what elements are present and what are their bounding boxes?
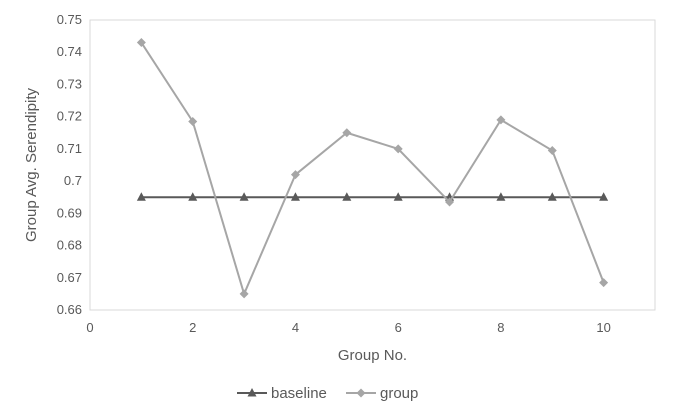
point-group [342, 128, 352, 138]
x-tick-label: 4 [292, 320, 299, 335]
point-baseline [239, 192, 249, 201]
y-tick-label: 0.73 [57, 76, 82, 91]
point-group [136, 38, 146, 48]
point-group [547, 146, 557, 155]
y-tick-label: 0.71 [57, 141, 82, 156]
y-axis-title: Group Avg. Serendipity [23, 88, 40, 242]
series-group [136, 38, 609, 299]
point-group [290, 170, 300, 180]
point-baseline [136, 192, 146, 201]
point-group [496, 115, 506, 125]
legend-marker [247, 388, 257, 397]
point-baseline [496, 192, 506, 201]
point-group [445, 197, 455, 207]
y-tick-label: 0.7 [64, 173, 82, 188]
y-tick-label: 0.68 [57, 238, 82, 253]
x-axis-title: Group No. [338, 347, 407, 364]
legend-marker [356, 388, 366, 398]
point-baseline [290, 192, 300, 201]
legend-label: baseline [271, 385, 327, 402]
x-tick-label: 8 [497, 320, 504, 335]
x-tick-label: 6 [395, 320, 402, 335]
plot-area-border [89, 19, 656, 311]
legend-item-group: group [346, 385, 418, 402]
point-baseline [188, 192, 198, 201]
legend-label: group [380, 385, 418, 402]
y-tick-label: 0.74 [57, 44, 82, 59]
axes-layer: 0.66 0.67 0.68 0.69 0.7 0.71 0.72 0.73 0.74 0.75 0… [57, 12, 656, 335]
point-baseline [393, 192, 403, 201]
point-baseline [599, 192, 609, 201]
point-baseline [342, 192, 352, 201]
y-tick-label: 0.72 [57, 109, 82, 124]
series-layer [136, 38, 609, 299]
point-group [599, 278, 609, 288]
point-group [239, 289, 249, 299]
legend-item-baseline: baseline [237, 385, 327, 402]
y-tick-label: 0.67 [57, 270, 82, 285]
x-tick-label: 10 [596, 320, 610, 335]
y-tick-label: 0.75 [57, 12, 82, 27]
x-tick-label: 2 [189, 320, 196, 335]
series-line-group [140, 42, 605, 297]
legend: baseline group [237, 385, 418, 402]
point-group [188, 117, 198, 126]
x-tick-label: 0 [86, 320, 93, 335]
y-tick-label: 0.69 [57, 205, 82, 220]
point-baseline [547, 192, 557, 201]
point-group [393, 144, 403, 154]
series-baseline [136, 192, 609, 201]
y-tick-label: 0.66 [57, 302, 82, 317]
